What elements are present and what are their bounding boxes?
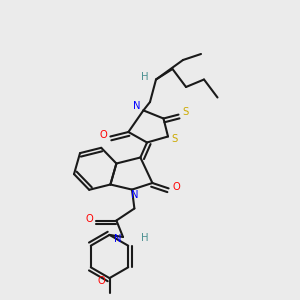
Text: N: N <box>133 101 140 111</box>
Text: S: S <box>182 107 188 117</box>
Text: N: N <box>115 233 122 244</box>
Text: S: S <box>172 134 178 144</box>
Text: O: O <box>172 182 180 192</box>
Text: H: H <box>141 233 149 243</box>
Text: O: O <box>100 130 108 140</box>
Text: O: O <box>85 214 93 224</box>
Text: O: O <box>97 276 105 286</box>
Text: N: N <box>131 190 139 200</box>
Text: H: H <box>141 71 148 82</box>
